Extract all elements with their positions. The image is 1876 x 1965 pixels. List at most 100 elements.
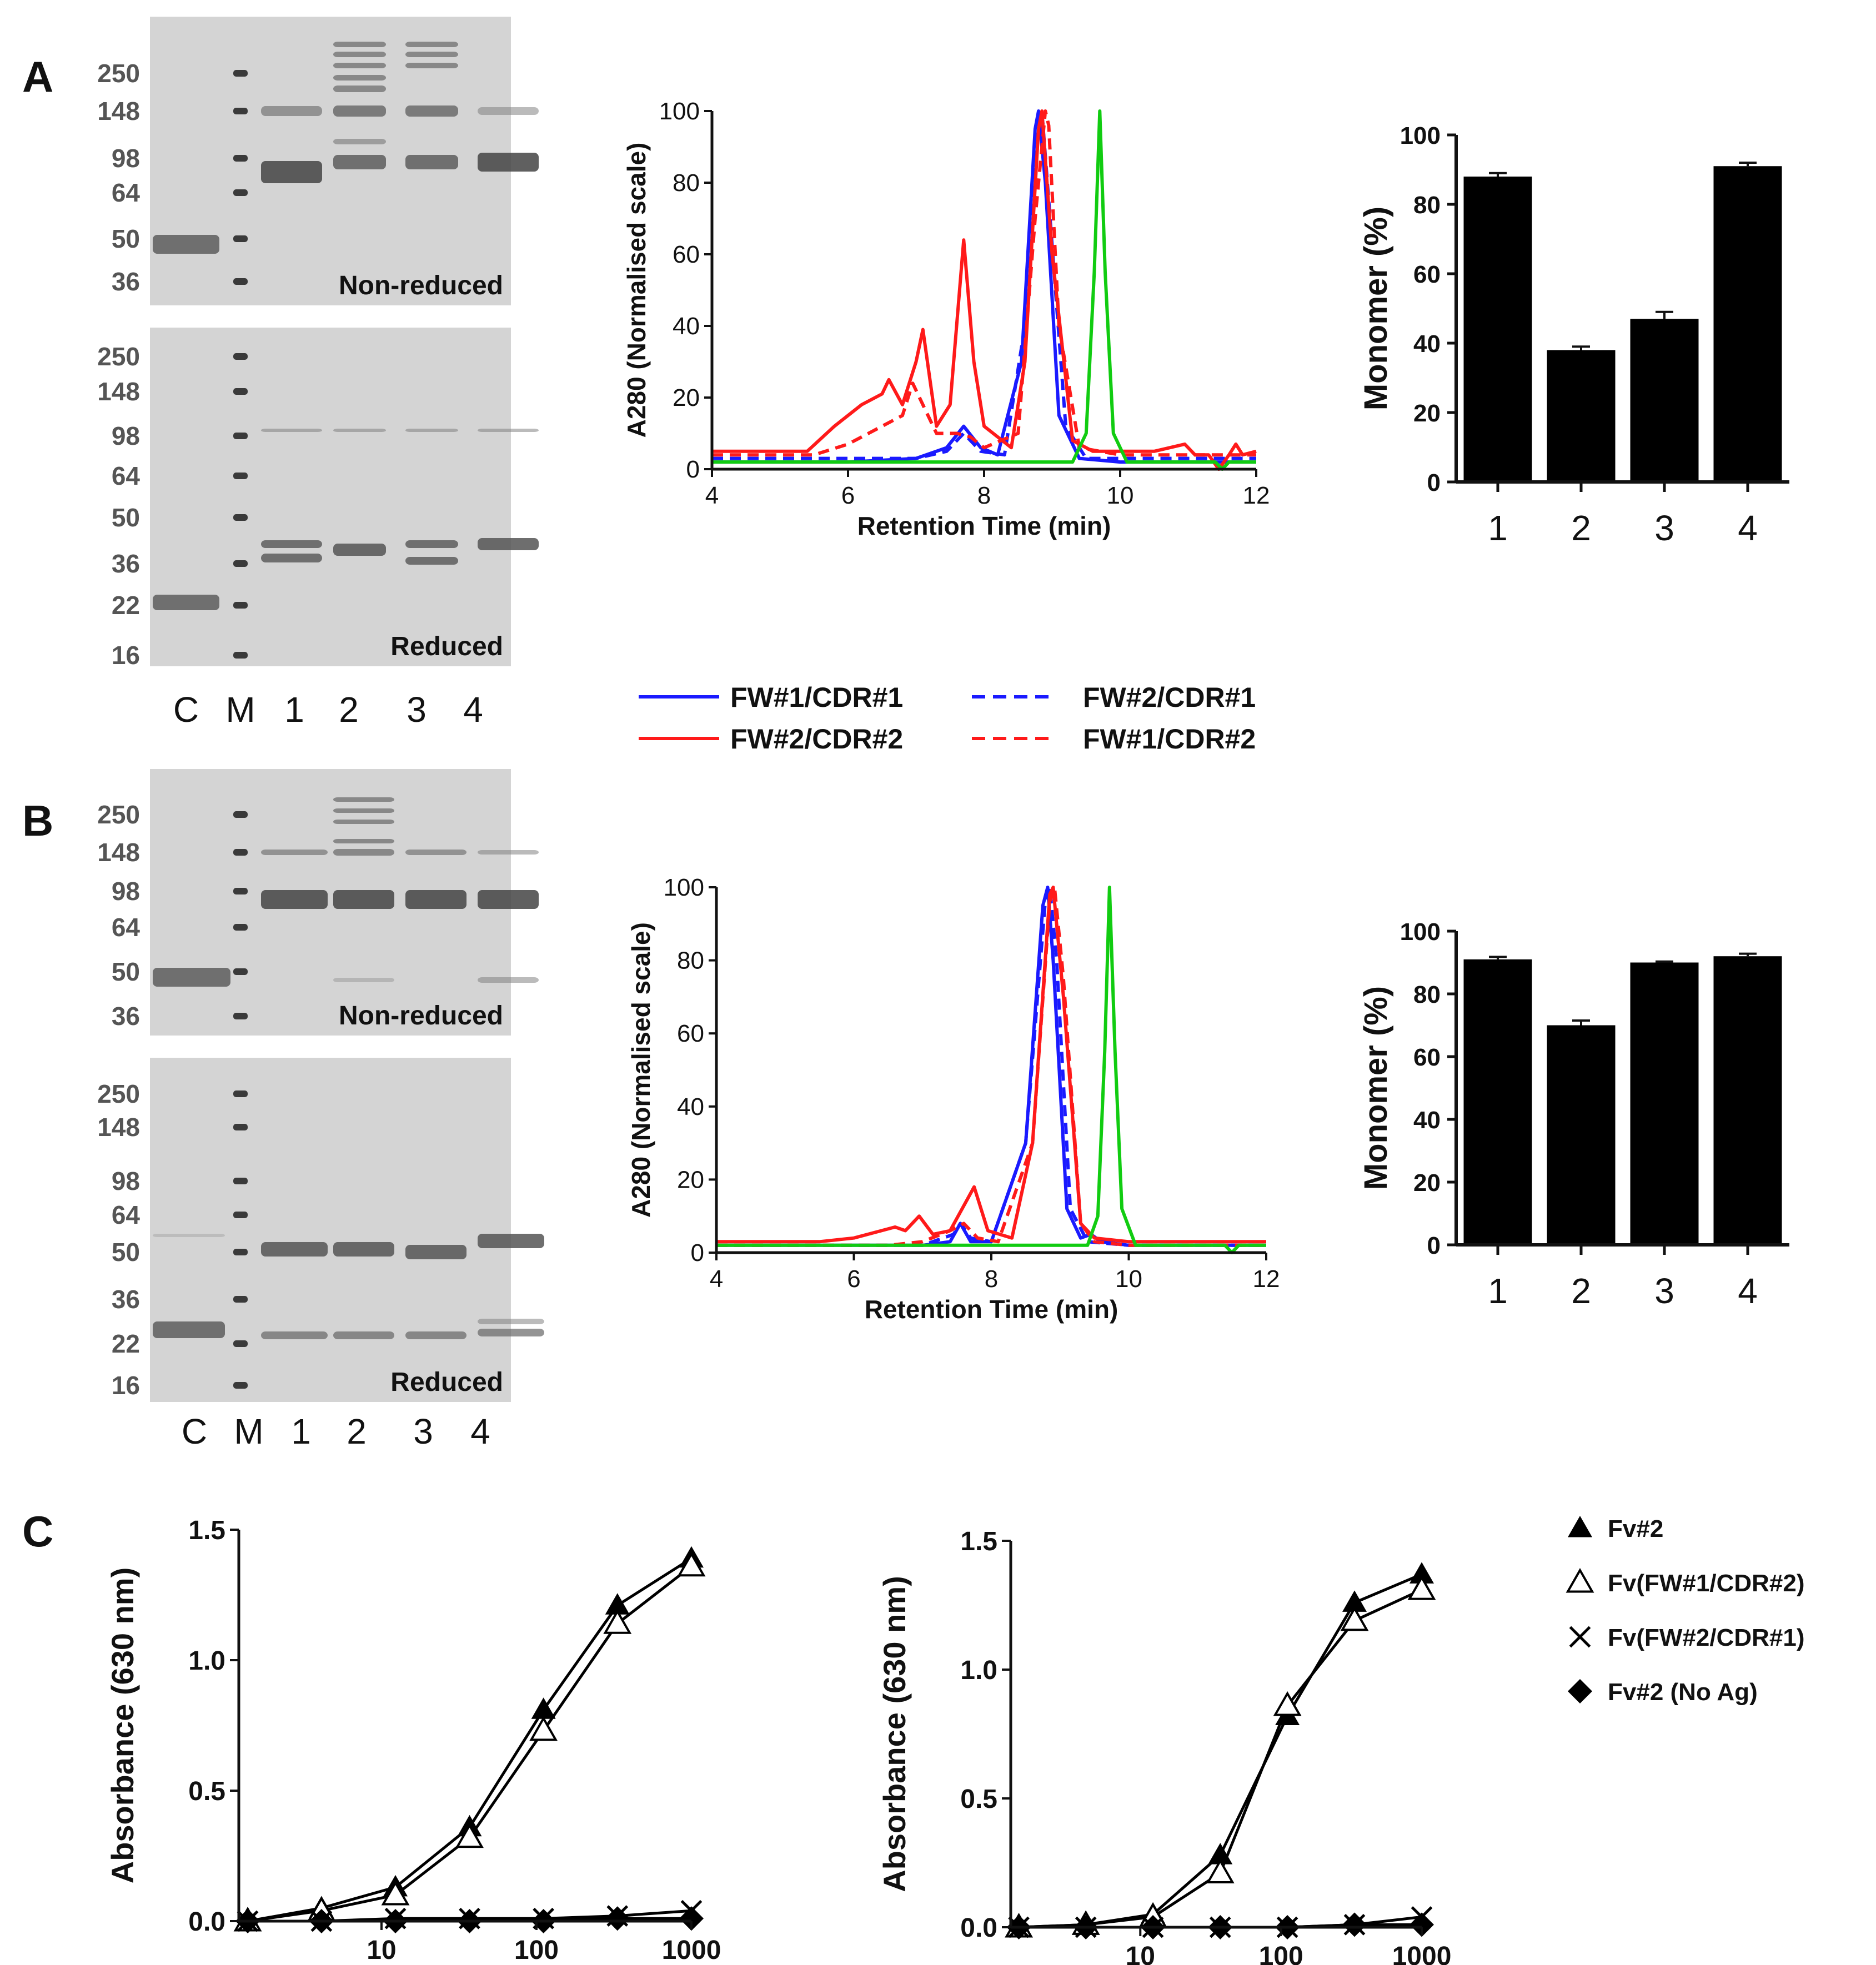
protein-band xyxy=(261,540,322,548)
x-tick-label: 1000 xyxy=(1392,1942,1452,1965)
x-tick-label: 4 xyxy=(705,482,719,509)
ladder-band xyxy=(233,70,248,77)
marker-open-triangle xyxy=(677,1551,706,1577)
x-tick-label: 1000 xyxy=(662,1936,721,1965)
marker-open-triangle xyxy=(455,1823,484,1848)
x-tick-label: 12 xyxy=(1253,1265,1280,1293)
mw-marker-label: 148 xyxy=(97,97,140,125)
protein-band xyxy=(478,1234,544,1248)
protein-band xyxy=(261,106,322,116)
protein-band xyxy=(333,544,386,556)
marker-x xyxy=(1569,1626,1591,1648)
sec-chart-b: 0 20 40 60 80 100 4 6 8 10 12 Retention Time (min) A… xyxy=(626,874,1280,1324)
protein-band xyxy=(478,1319,544,1324)
gel-condition-label: Non-reduced xyxy=(339,1001,503,1031)
y-tick-label: 0 xyxy=(1427,1232,1441,1259)
mw-marker-label: 148 xyxy=(97,377,140,406)
mw-marker-label: 36 xyxy=(112,549,140,578)
protein-band xyxy=(405,850,467,855)
ladder-band xyxy=(233,1124,248,1130)
protein-band xyxy=(333,1331,394,1339)
category-label: 2 xyxy=(1571,1271,1591,1311)
gel-a-nonreduced: 250 148 98 64 50 36 Non-reduced xyxy=(97,17,539,305)
protein-band xyxy=(405,890,467,909)
x-tick-label: 100 xyxy=(514,1936,559,1965)
ladder-band xyxy=(233,353,248,360)
protein-band xyxy=(261,554,322,562)
protein-band xyxy=(153,235,219,254)
mw-marker-label: 16 xyxy=(112,1371,140,1400)
x-axis-title: Retention Time (min) xyxy=(857,511,1111,540)
mw-marker-label: 50 xyxy=(112,503,140,532)
y-tick-label: 0 xyxy=(686,456,700,483)
protein-band xyxy=(333,797,394,802)
protein-band xyxy=(261,1331,328,1339)
y-tick-label: 80 xyxy=(1413,981,1441,1008)
protein-band xyxy=(261,890,328,909)
sec-chart-a: 0 20 40 60 80 100 4 6 8 10 12 Retention Time (min) A… xyxy=(622,98,1270,540)
gel-condition-label: Reduced xyxy=(390,632,503,661)
mw-marker-label: 50 xyxy=(112,224,140,253)
lane-label: M xyxy=(225,690,255,730)
protein-band xyxy=(405,557,458,565)
mw-marker-label: 250 xyxy=(97,1079,140,1108)
protein-band xyxy=(153,595,219,610)
lane-label: 1 xyxy=(291,1411,311,1451)
ladder-band xyxy=(233,1013,248,1019)
legend-label: FW#2/CDR#2 xyxy=(730,723,903,755)
category-label: 4 xyxy=(1738,508,1758,548)
marker-filled-triangle xyxy=(1409,1562,1434,1584)
x-tick-label: 6 xyxy=(841,482,855,509)
category-label: 3 xyxy=(1654,508,1674,548)
ladder-band xyxy=(233,602,248,609)
marker-open-triangle xyxy=(1206,1858,1235,1884)
gel-b-nonreduced: 250 148 98 64 50 36 Non-reduced xyxy=(97,769,539,1036)
ladder-band xyxy=(233,888,248,894)
mw-marker-label: 22 xyxy=(112,1329,140,1358)
protein-band xyxy=(478,850,539,855)
protein-band xyxy=(405,63,458,68)
lane-label: 3 xyxy=(407,690,427,730)
ladder-band xyxy=(233,433,248,439)
ladder-band xyxy=(233,473,248,479)
lane-label: 4 xyxy=(470,1411,490,1451)
x-tick-label: 6 xyxy=(847,1265,860,1293)
protein-band xyxy=(405,52,458,57)
mw-marker-label: 98 xyxy=(112,1167,140,1195)
marker-open-triangle xyxy=(603,1609,632,1634)
marker-diamond xyxy=(1409,1912,1434,1937)
y-tick-label: 1.5 xyxy=(960,1527,997,1556)
series-line-fw-2-cdr-1 xyxy=(712,109,1256,460)
y-tick-label: 20 xyxy=(1413,1169,1441,1197)
ladder-band xyxy=(233,811,248,818)
y-tick-label: 40 xyxy=(1413,330,1441,358)
ladder-band xyxy=(233,189,248,196)
mw-marker-label: 250 xyxy=(97,800,140,829)
ladder-band xyxy=(233,1090,248,1097)
ladder-band xyxy=(233,1296,248,1303)
marker-open-triangle xyxy=(1407,1575,1436,1600)
y-axis-title: A280 (Normalised scale) xyxy=(626,922,655,1218)
protein-band xyxy=(333,105,386,117)
mw-marker-label: 98 xyxy=(112,877,140,906)
protein-band xyxy=(333,139,386,144)
y-tick-label: 1.5 xyxy=(188,1516,225,1545)
lane-label: 4 xyxy=(463,690,483,730)
x-tick-label: 10 xyxy=(1115,1265,1142,1293)
panel-letter-c: C xyxy=(22,1507,53,1556)
gel-condition-label: Reduced xyxy=(390,1368,503,1397)
series-line-fw-1-cdr-2 xyxy=(716,886,1266,1247)
protein-band xyxy=(405,1245,467,1259)
protein-band xyxy=(478,538,539,550)
marker-filled-triangle xyxy=(605,1593,630,1615)
elisa-chart-dsfv: 0.00.51.01.5101001000Fab-dsFv concentrat… xyxy=(105,1516,721,1965)
ladder-band xyxy=(233,924,248,931)
y-axis-title: Absorbance (630 nm) xyxy=(105,1567,140,1884)
ladder-band xyxy=(233,968,248,975)
marker-filled-triangle xyxy=(531,1697,556,1719)
category-label: 4 xyxy=(1738,1271,1758,1311)
lane-label: 3 xyxy=(413,1411,433,1451)
y-axis-title: Monomer (%) xyxy=(1358,207,1394,410)
bar-1 xyxy=(1463,959,1532,1245)
lane-label: 1 xyxy=(284,690,304,730)
